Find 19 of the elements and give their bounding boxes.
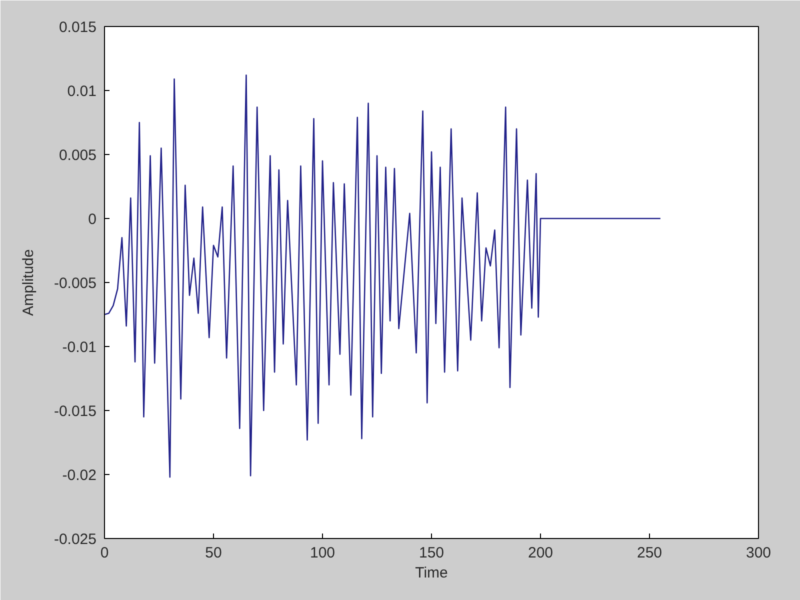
x-tick-label: 50 [205,544,222,562]
x-tick-label: 100 [310,544,336,562]
y-tick-label: 0.015 [58,19,97,36]
x-tick-label: 300 [746,544,772,562]
x-tick-label: 200 [528,544,554,562]
x-tick-label: 150 [418,544,444,562]
x-axis-title: Time [415,564,448,582]
y-tick-label: -0.01 [62,339,97,356]
y-tick-label: -0.015 [54,403,97,420]
y-tick-label: 0.01 [67,83,97,100]
y-tick-label: -0.025 [54,531,97,548]
y-tick-label: -0.005 [54,275,97,292]
y-axis-title: Amplitude [20,249,37,316]
y-tick-label: 0 [88,211,96,228]
x-tick-label: 250 [636,544,662,562]
x-tick-label: 0 [100,544,109,562]
y-tick-label: -0.02 [62,467,97,484]
line-series [104,74,662,478]
y-tick-label: 0.005 [58,147,97,164]
